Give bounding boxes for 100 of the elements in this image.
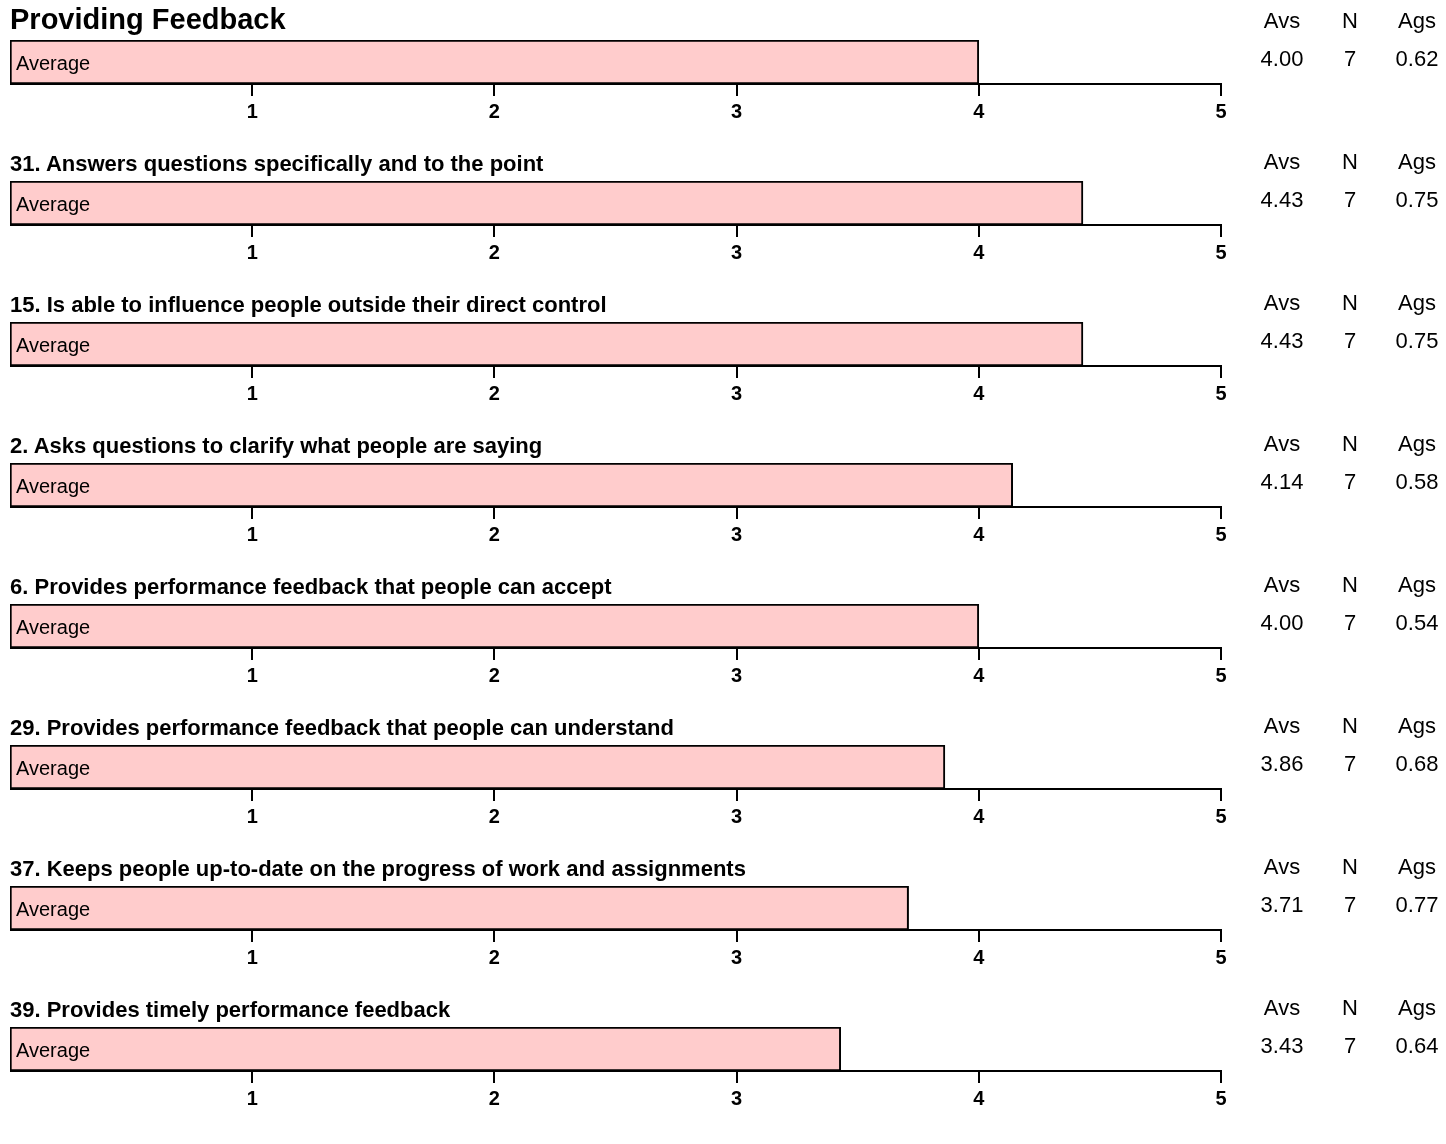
text: Avs	[1263, 854, 1301, 880]
y-tick-label: Average	[16, 192, 91, 215]
text: 7	[1343, 610, 1357, 636]
x-tick-label: 2	[488, 99, 500, 122]
x-tick-label: 4	[973, 804, 986, 827]
text: N	[1342, 995, 1358, 1021]
x-tick-label: 4	[973, 663, 986, 686]
x-tick-label: 4	[973, 945, 986, 968]
text: 7	[1343, 751, 1357, 777]
x-tick-label: 2	[488, 1086, 500, 1109]
text: 4.00	[1260, 46, 1304, 72]
x-tick-label: 3	[731, 663, 743, 686]
y-tick-label: Average	[16, 897, 91, 920]
x-tick-label: 4	[973, 522, 986, 545]
text: Avs	[1263, 290, 1301, 316]
text: 4.43	[1260, 187, 1304, 213]
text: Ags	[1398, 8, 1436, 34]
chart-title: 29. Provides performance feedback that people can understand	[10, 714, 675, 742]
text: 0.77	[1395, 892, 1439, 918]
x-tick-label: 1	[246, 522, 258, 545]
y-tick-label: Average	[16, 333, 91, 356]
chart-title: 2. Asks questions to clarify what people are saying	[10, 432, 544, 460]
x-tick-label: 4	[973, 381, 986, 404]
x-tick-label: 5	[1215, 522, 1227, 545]
chart-title: 31. Answers questions specifically and to the point	[10, 150, 545, 178]
y-tick-label: Average	[16, 756, 91, 779]
x-tick-label: 2	[488, 240, 500, 263]
text: N	[1342, 854, 1358, 880]
text: Avs	[1263, 995, 1301, 1021]
text: 3.43	[1260, 1033, 1304, 1059]
text: 3.86	[1260, 751, 1304, 777]
text: 7	[1343, 1033, 1357, 1059]
text: 7	[1343, 187, 1357, 213]
x-tick-label: 1	[246, 99, 258, 122]
x-tick-label: 2	[488, 522, 500, 545]
text: Ags	[1398, 431, 1436, 457]
x-tick-label: 1	[246, 1086, 258, 1109]
text: 0.64	[1395, 1033, 1439, 1059]
x-tick-label: 2	[488, 804, 500, 827]
x-tick-label: 5	[1215, 381, 1227, 404]
text: N	[1342, 431, 1358, 457]
text: 7	[1343, 469, 1357, 495]
x-tick-label: 3	[731, 945, 743, 968]
y-tick-label: Average	[16, 1038, 91, 1061]
chart-title: 15. Is able to influence people outside their direct control	[10, 291, 608, 319]
text: Ags	[1398, 290, 1436, 316]
text: 7	[1343, 46, 1357, 72]
text: 0.62	[1395, 46, 1439, 72]
x-tick-label: 3	[731, 381, 743, 404]
text: 0.58	[1395, 469, 1439, 495]
x-tick-label: 3	[731, 804, 743, 827]
x-tick-label: 1	[246, 381, 258, 404]
y-tick-label: Average	[16, 615, 91, 638]
text: Avs	[1263, 149, 1301, 175]
text: Avs	[1263, 713, 1301, 739]
x-tick-label: 3	[731, 1086, 743, 1109]
text: 3.71	[1260, 892, 1304, 918]
x-tick-label: 4	[973, 99, 986, 122]
chart-title: 39. Provides timely performance feedback	[10, 996, 452, 1024]
text: Avs	[1263, 572, 1301, 598]
text: 0.68	[1395, 751, 1439, 777]
x-tick-label: 2	[488, 663, 500, 686]
x-tick-label: 1	[246, 945, 258, 968]
x-tick-label: 5	[1215, 1086, 1227, 1109]
x-tick-label: 4	[973, 240, 986, 263]
x-tick-label: 4	[973, 1086, 986, 1109]
x-tick-label: 5	[1215, 804, 1227, 827]
y-tick-label: Average	[16, 51, 91, 74]
x-tick-label: 3	[731, 99, 743, 122]
text: N	[1342, 8, 1358, 34]
text: 7	[1343, 328, 1357, 354]
x-tick-label: 5	[1215, 99, 1227, 122]
text: Ags	[1398, 854, 1436, 880]
x-tick-label: 5	[1215, 945, 1227, 968]
text: Ags	[1398, 149, 1436, 175]
x-tick-label: 5	[1215, 240, 1227, 263]
x-tick-label: 3	[731, 522, 743, 545]
text: 0.54	[1395, 610, 1439, 636]
text: Ags	[1398, 713, 1436, 739]
x-tick-label: 5	[1215, 663, 1227, 686]
chart-title: 6. Provides performance feedback that people can accept	[10, 573, 613, 601]
text: Ags	[1398, 995, 1436, 1021]
text: 7	[1343, 892, 1357, 918]
text: Avs	[1263, 8, 1301, 34]
text: 0.75	[1395, 328, 1439, 354]
text: 4.43	[1260, 328, 1304, 354]
text: Avs	[1263, 431, 1301, 457]
x-tick-label: 1	[246, 240, 258, 263]
text: N	[1342, 149, 1358, 175]
x-tick-label: 2	[488, 945, 500, 968]
text: 4.14	[1260, 469, 1304, 495]
chart-title: 37. Keeps people up-to-date on the progress of work and assignments	[10, 855, 747, 883]
text: 4.00	[1260, 610, 1304, 636]
text: N	[1342, 290, 1358, 316]
x-tick-label: 1	[246, 804, 258, 827]
y-tick-label: Average	[16, 474, 91, 497]
x-tick-label: 2	[488, 381, 500, 404]
x-tick-label: 1	[246, 663, 258, 686]
text: N	[1342, 713, 1358, 739]
chart-title: Providing Feedback	[10, 2, 287, 37]
